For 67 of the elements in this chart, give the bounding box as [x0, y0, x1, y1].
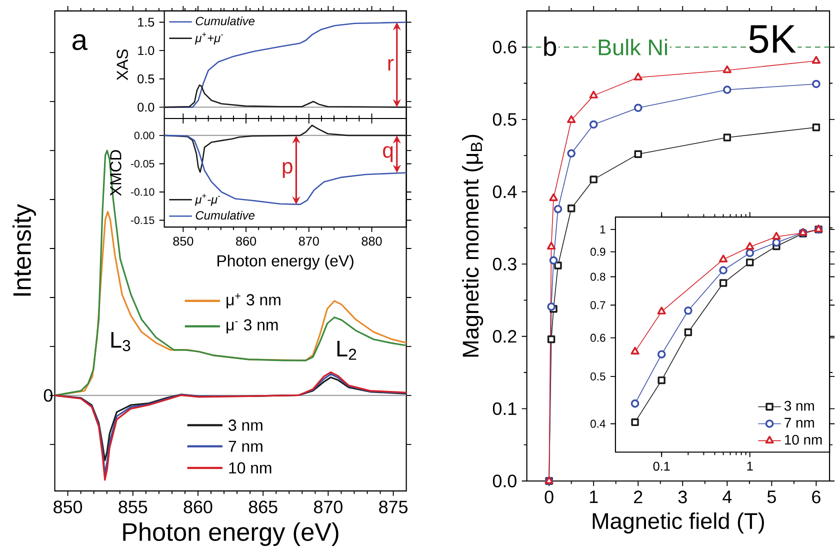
- y-tick-label: 0.5: [138, 74, 154, 84]
- legend-label: μ$^{+}$-μ$^{-}$: [194, 194, 220, 206]
- y-tick-label: 0.6: [590, 334, 606, 342]
- y-tick-label: -0.05: [130, 160, 154, 168]
- x-tick-label: 850: [54, 500, 82, 514]
- ref-line-label: Bulk Ni: [598, 38, 667, 56]
- y-tick-label: 0.0: [138, 102, 154, 112]
- legend-label: 7 nm: [228, 440, 262, 452]
- x-axis-title: Photon energy (eV): [218, 254, 354, 270]
- y-tick-label: 0.5: [590, 372, 606, 380]
- annotation: L$_{3}$: [111, 332, 130, 352]
- x-tick-label: 880: [362, 236, 382, 246]
- legend-label: Cumulative: [196, 210, 255, 220]
- y-tick-label: 0.8: [590, 272, 606, 281]
- annotation: 5K: [749, 25, 796, 53]
- y-tick-label: 0.1: [492, 402, 516, 415]
- legend-label: 3 nm: [784, 400, 814, 411]
- y-axis-title: XAS: [116, 49, 128, 80]
- legend-label: 7 nm: [784, 418, 814, 428]
- y-tick-label: 0.4: [590, 420, 606, 428]
- y-tick-label: 1.5: [138, 18, 154, 26]
- x-tick-label: 860: [184, 500, 212, 514]
- legend-label: 10 nm: [784, 434, 822, 445]
- x-tick-label: 855: [118, 500, 148, 514]
- y-tick-label: 1: [600, 225, 606, 234]
- y-tick-label: 0.4: [492, 185, 517, 198]
- annotation: b: [544, 36, 556, 56]
- y-tick-label: 0.9: [590, 248, 606, 256]
- y-tick-label: 0.00: [134, 132, 154, 140]
- y-tick-label: 0.7: [590, 300, 606, 309]
- y-axis-title: Magnetic moment (μ$_{B}$): [462, 134, 484, 356]
- x-tick-label: 4: [722, 490, 732, 503]
- x-tick-label: 850: [173, 236, 194, 246]
- x-axis-title: Photon energy (eV): [123, 522, 338, 546]
- legend-label: 3 nm: [228, 419, 262, 431]
- legend-label: μ$^{+}$+μ$^{-}$: [194, 32, 224, 44]
- annotation: L$_{2}$: [337, 340, 356, 360]
- x-tick-label: 870: [298, 236, 319, 246]
- x-tick-label: 870: [314, 500, 342, 514]
- annotation: r: [388, 58, 394, 70]
- legend-label: μ$^{-}$ 3 nm: [226, 319, 278, 334]
- x-tick-label: 0: [544, 490, 554, 504]
- x-tick-label: 6: [812, 490, 820, 504]
- x-axis-title: Magnetic field (T): [592, 512, 764, 534]
- legend-label: 10 nm: [229, 462, 272, 474]
- y-tick-label: -0.15: [130, 216, 154, 224]
- y-axis-title: XMCD: [110, 150, 122, 196]
- y-tick-label: 0.0: [492, 474, 516, 488]
- x-tick-label: 875: [379, 500, 408, 514]
- text: a: [72, 34, 88, 50]
- x-tick-label: 5: [767, 490, 776, 503]
- y-tick-label: 0.3: [492, 258, 516, 270]
- annotation: q: [383, 146, 393, 162]
- y-axis-title: Intensity: [12, 204, 36, 296]
- ref-line-label: 0: [44, 388, 52, 402]
- legend-label: μ$^{+}$ 3 nm: [226, 293, 280, 308]
- x-tick-label: 3: [678, 490, 687, 504]
- annotation: p: [282, 162, 292, 178]
- x-tick-label: 865: [248, 500, 278, 514]
- x-tick-label: 2: [634, 490, 642, 503]
- y-tick-label: -0.10: [130, 188, 154, 196]
- y-tick-label: 1.0: [138, 46, 154, 55]
- y-tick-label: 0.6: [492, 40, 516, 54]
- y-tick-label: 0.5: [492, 112, 516, 126]
- legend-label: Cumulative: [196, 16, 255, 26]
- x-tick-label: 860: [236, 236, 256, 246]
- y-tick-label: 0.2: [492, 330, 516, 343]
